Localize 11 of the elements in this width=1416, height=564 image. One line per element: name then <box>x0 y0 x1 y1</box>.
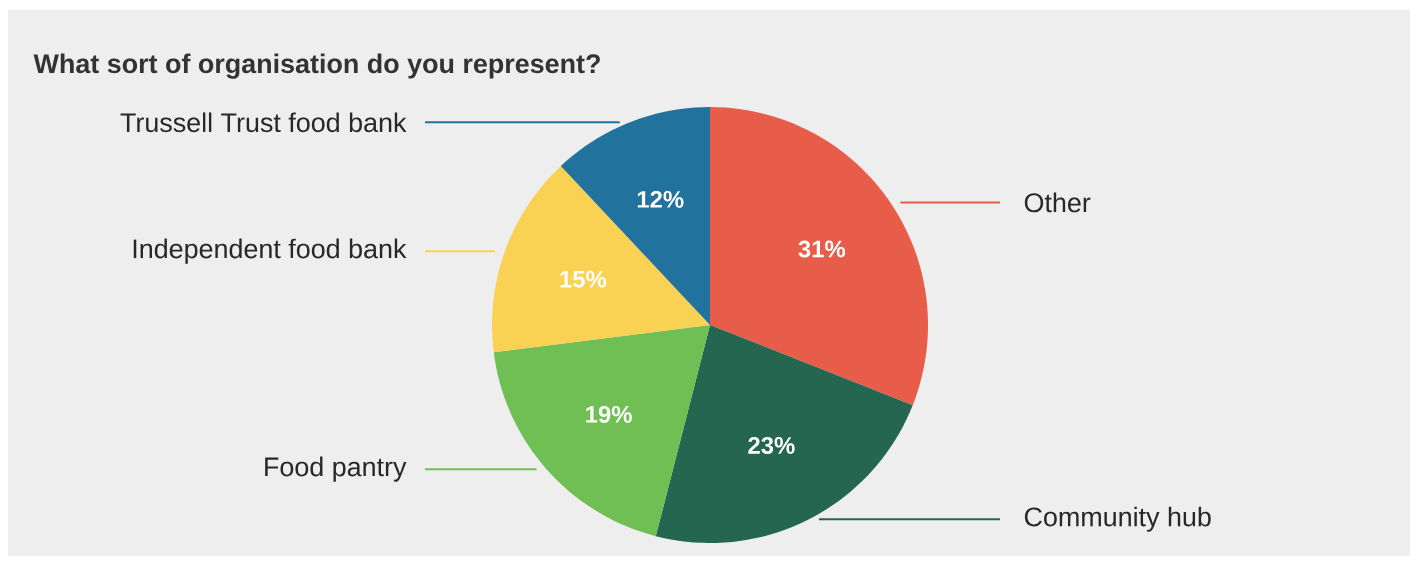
data-label: 15% <box>560 270 607 288</box>
data-label: 23% <box>748 436 795 454</box>
chart-title: What sort of organisation do you represent? <box>33 53 600 79</box>
data-label: 12% <box>637 190 684 208</box>
slice-label: Other <box>1024 192 1091 213</box>
data-label: 31% <box>798 240 846 258</box>
slice-label: Independent food bank <box>133 238 407 264</box>
slice-label: Food pantry <box>265 456 407 482</box>
slice-label: Trussell Trust food bank <box>120 112 407 133</box>
slice-label: Community hub <box>1024 506 1211 532</box>
data-label: 19% <box>586 405 632 423</box>
